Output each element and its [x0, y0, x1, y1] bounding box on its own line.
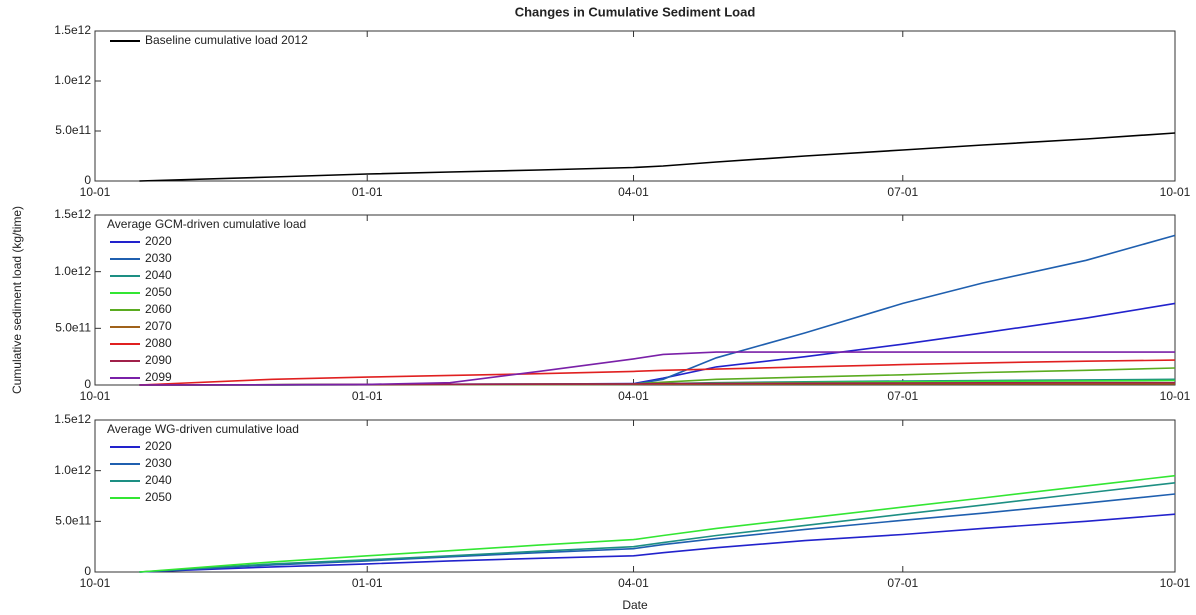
x-tick-label: 04-01: [618, 185, 649, 199]
x-tick-label: 04-01: [618, 389, 649, 403]
line: [139, 302, 1176, 386]
legend-label: 2030: [145, 251, 172, 265]
legend-label: 2090: [145, 353, 172, 367]
y-tick-label: 5.0e11: [55, 321, 91, 335]
y-tick-label: 1.0e12: [54, 264, 91, 278]
legend-label: 2070: [145, 319, 172, 333]
y-tick-label: 1.0e12: [54, 463, 91, 477]
legend-label: Baseline cumulative load 2012: [145, 33, 308, 47]
legend-label: 2050: [145, 285, 172, 299]
y-tick-label: 5.0e11: [55, 123, 91, 137]
x-tick-label: 07-01: [887, 389, 918, 403]
line: [139, 493, 1176, 573]
x-tick-label: 10-01: [1160, 576, 1191, 590]
legend-label: 2080: [145, 336, 172, 350]
legend-title: Average GCM-driven cumulative load: [107, 217, 306, 231]
line: [139, 482, 1176, 573]
x-tick-label: 01-01: [352, 185, 383, 199]
legend-label: 2040: [145, 268, 172, 282]
plot-frame: [94, 419, 1176, 573]
chart-title: Changes in Cumulative Sediment Load: [515, 4, 756, 19]
x-tick-label: 07-01: [887, 576, 918, 590]
line: [139, 359, 1176, 386]
y-tick-label: 0: [84, 173, 91, 187]
line: [139, 351, 1175, 386]
y-axis-label: Cumulative sediment load (kg/time): [10, 206, 24, 394]
x-axis-label: Date: [622, 598, 648, 612]
legend-title: Average WG-driven cumulative load: [107, 422, 299, 436]
x-tick-label: 07-01: [887, 185, 918, 199]
line: [139, 132, 1176, 182]
y-tick-label: 1.5e12: [54, 412, 91, 426]
line: [139, 474, 1176, 573]
legend-label: 2099: [145, 370, 172, 384]
line: [139, 513, 1176, 573]
x-tick-label: 04-01: [618, 576, 649, 590]
y-tick-label: 0: [84, 564, 91, 578]
legend-label: 2020: [145, 234, 172, 248]
x-tick-label: 01-01: [352, 576, 383, 590]
legend-label: 2020: [145, 439, 172, 453]
y-tick-label: 5.0e11: [55, 514, 91, 528]
y-tick-label: 0: [84, 377, 91, 391]
legend-label: 2050: [145, 490, 172, 504]
x-tick-label: 10-01: [1160, 185, 1191, 199]
y-tick-label: 1.0e12: [54, 73, 91, 87]
x-tick-label: 10-01: [80, 576, 111, 590]
x-tick-label: 01-01: [352, 389, 383, 403]
x-tick-label: 10-01: [80, 389, 111, 403]
plot-frame: [94, 214, 1176, 386]
x-tick-label: 10-01: [80, 185, 111, 199]
legend-label: 2040: [145, 473, 172, 487]
x-tick-label: 10-01: [1160, 389, 1191, 403]
y-tick-label: 1.5e12: [54, 207, 91, 221]
y-tick-label: 1.5e12: [54, 23, 91, 37]
legend-label: 2030: [145, 456, 172, 470]
plot-frame: [94, 30, 1176, 182]
legend-label: 2060: [145, 302, 172, 316]
